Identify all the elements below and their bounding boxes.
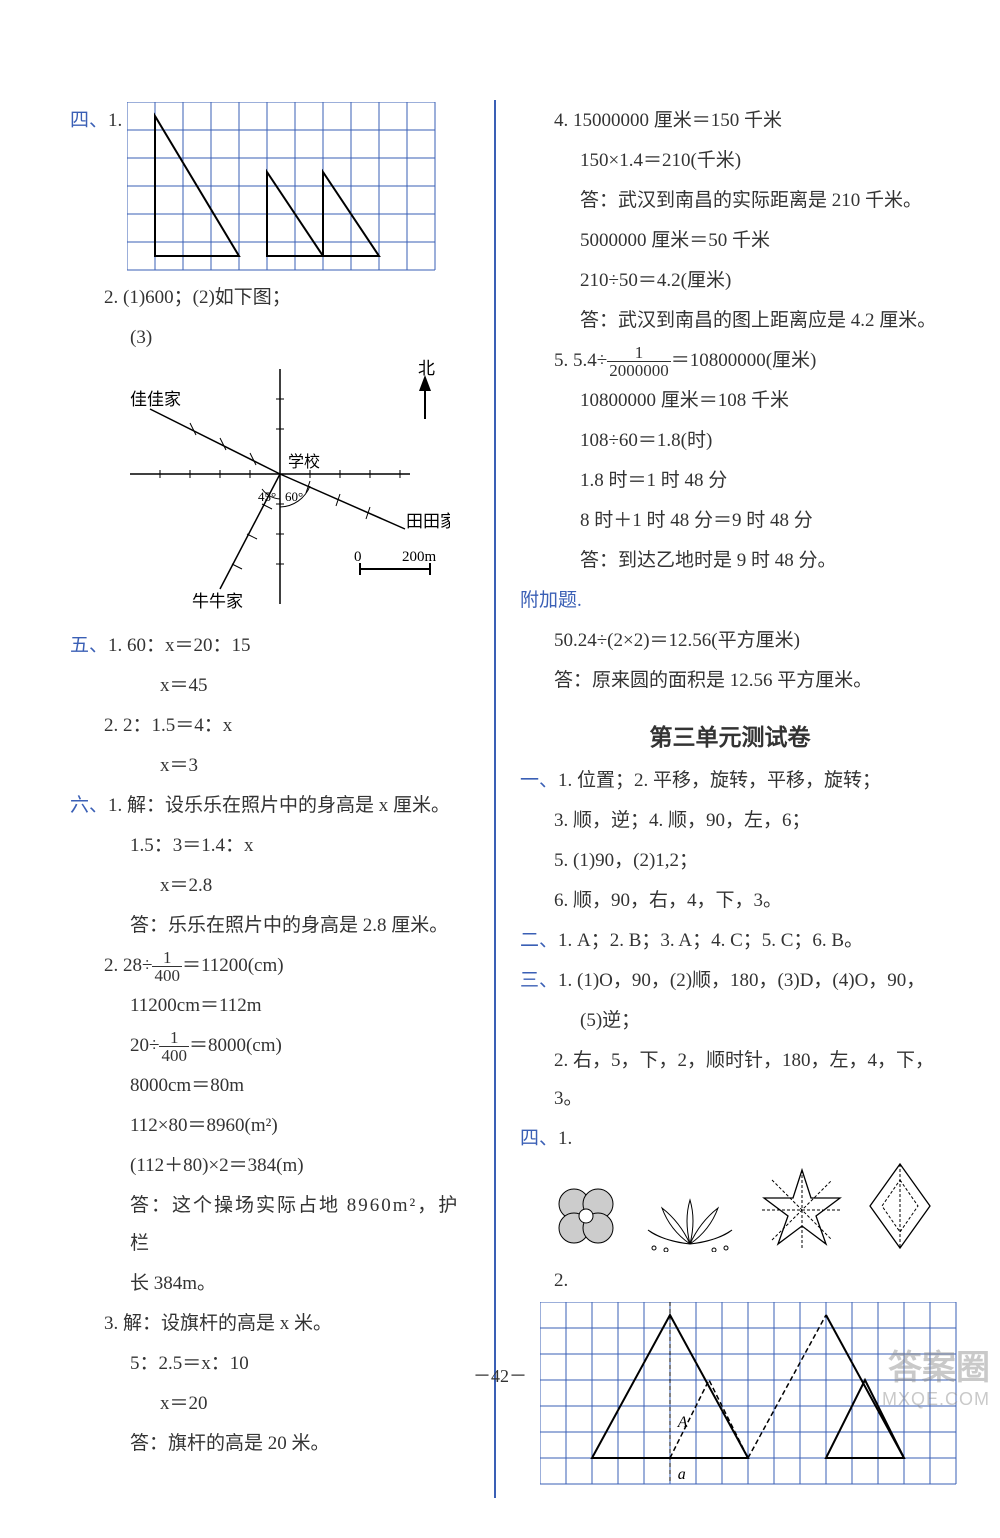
- p4c: 答：武汉到南昌的实际距离是 210 千米。: [520, 182, 940, 220]
- angle45: 45°: [258, 489, 276, 504]
- pattern-star: [758, 1164, 846, 1252]
- p2c-prefix: 20÷: [130, 1035, 159, 1056]
- sec4-row: 四、1.: [70, 102, 470, 277]
- sec6-p2b: 11200cm＝112m: [70, 987, 470, 1025]
- u4-item2: 2.: [554, 1270, 568, 1291]
- grid1-svg: [127, 102, 437, 277]
- sec5-l1b: x＝45: [70, 667, 470, 705]
- school-label: 学校: [288, 453, 320, 471]
- watermark-line1: 答案圈: [882, 1340, 990, 1389]
- sec4-item1: 1.: [108, 110, 122, 131]
- svg-text:a: a: [678, 1466, 686, 1483]
- u1-label: 一、: [520, 770, 558, 791]
- p4f: 答：武汉到南昌的图上距离应是 4.2 厘米。: [520, 302, 940, 340]
- page-number: －42－: [0, 1362, 1000, 1388]
- sec5-label: 五、: [70, 635, 108, 656]
- p2a-suffix: ＝11200(cm): [182, 955, 284, 976]
- frac-1-400b: 1400: [159, 1029, 189, 1064]
- p4a: 4. 15000000 厘米＝150 千米: [520, 102, 940, 140]
- sec4-label: 四、: [70, 110, 108, 131]
- u4-item1: 1.: [558, 1128, 572, 1149]
- p5a-suffix: ＝10800000(厘米): [671, 350, 817, 371]
- frac-1-2m: 12000000: [607, 344, 671, 379]
- p5f: 答：到达乙地时是 9 时 48 分。: [520, 542, 940, 580]
- pattern-diamond: [864, 1160, 936, 1252]
- u2-row: 二、1. A；2. B；3. A；4. C；5. C；6. B。: [520, 922, 940, 960]
- sec6-p2f: (112＋80)×2＝384(m): [70, 1147, 470, 1185]
- sec5-l2: 2. 2：1.5＝4：x: [70, 707, 470, 745]
- sec6-p3a: 3. 解：设旗杆的高是 x 米。: [70, 1305, 470, 1343]
- watermark: 答案圈 MXQE.COM: [882, 1340, 990, 1410]
- extra-b: 答：原来圆的面积是 12.56 平方厘米。: [520, 662, 940, 700]
- extra-label: 附加题.: [520, 582, 940, 620]
- u1-row: 一、1. 位置；2. 平移，旋转，平移，旋转；: [520, 762, 940, 800]
- north-label: 北: [418, 359, 435, 378]
- sec6-p2g: 答：这个操场实际占地 8960m²，护栏: [70, 1187, 470, 1263]
- p2a-prefix: 2. 28÷: [104, 955, 152, 976]
- u4-label: 四、: [520, 1128, 558, 1149]
- p5c: 108÷60＝1.8(时): [520, 422, 940, 460]
- scale0: 0: [354, 549, 362, 565]
- u3-l2: 2. 右，5，下，2，顺时针，180，左，4，下，3。: [520, 1042, 940, 1118]
- sec6-p2a: 2. 28÷1400＝11200(cm): [70, 947, 470, 985]
- p5a: 5. 5.4÷12000000＝10800000(厘米): [520, 342, 940, 380]
- tiantian-label: 田田家: [406, 512, 450, 531]
- jiajia-label: 佳佳家: [130, 390, 181, 409]
- p5b: 10800000 厘米＝108 千米: [520, 382, 940, 420]
- sec4-item2-3: (3): [70, 319, 470, 357]
- sec6-label: 六、: [70, 795, 108, 816]
- p4b: 150×1.4＝210(千米): [520, 142, 940, 180]
- u1-l3: 5. (1)90，(2)1,2；: [520, 842, 940, 880]
- u1-l1: 1. 位置；2. 平移，旋转，平移，旋转；: [558, 770, 881, 791]
- u2-l1: 1. A；2. B；3. A；4. C；5. C；6. B。: [558, 930, 863, 951]
- frac-1-400a: 1400: [152, 949, 182, 984]
- u3-l1b: (5)逆；: [520, 1002, 940, 1040]
- sec6-p1a: 1. 解：设乐乐在照片中的身高是 x 厘米。: [108, 795, 450, 816]
- sec5-row: 五、1. 60：x＝20：15: [70, 627, 470, 665]
- unit3-title: 第三单元测试卷: [520, 718, 940, 752]
- compass-svg: 北 佳佳家 学校 田田家 牛牛家 45° 60° 0 200m: [110, 359, 450, 619]
- p4e: 210÷50＝4.2(厘米): [520, 262, 940, 300]
- extra-a: 50.24÷(2×2)＝12.56(平方厘米): [520, 622, 940, 660]
- u4-row: 四、1.: [520, 1120, 940, 1158]
- left-column: 四、1. 2. (1)600；(2)如下图； (3): [70, 100, 470, 1498]
- sec6-p1d: 答：乐乐在照片中的身高是 2.8 厘米。: [70, 907, 470, 945]
- pattern-row: [520, 1160, 940, 1252]
- scale200: 200m: [402, 549, 437, 565]
- svg-text:A: A: [677, 1414, 688, 1431]
- sec6-p2e: 112×80＝8960(m²): [70, 1107, 470, 1145]
- p5a-prefix: 5. 5.4÷: [554, 350, 607, 371]
- sec6-p3c: x＝20: [70, 1385, 470, 1423]
- right-column: 4. 15000000 厘米＝150 千米 150×1.4＝210(千米) 答：…: [520, 100, 940, 1498]
- p2c-suffix: ＝8000(cm): [189, 1035, 282, 1056]
- sec6-p3d: 答：旗杆的高是 20 米。: [70, 1425, 470, 1463]
- niuniu-label: 牛牛家: [192, 592, 243, 611]
- sec6-p2d: 8000cm＝80m: [70, 1067, 470, 1105]
- sec6-p2c: 20÷1400＝8000(cm): [70, 1027, 470, 1065]
- sec6-row: 六、1. 解：设乐乐在照片中的身高是 x 厘米。: [70, 787, 470, 825]
- u3-l1: 1. (1)O，90，(2)顺，180，(3)D，(4)O，90，: [558, 970, 925, 991]
- p5d: 1.8 时＝1 时 48 分: [520, 462, 940, 500]
- u3-row: 三、1. (1)O，90，(2)顺，180，(3)D，(4)O，90，: [520, 962, 940, 1000]
- sec6-p1b: 1.5：3＝1.4：x: [70, 827, 470, 865]
- u3-label: 三、: [520, 970, 558, 991]
- angle60: 60°: [285, 489, 303, 504]
- u2-label: 二、: [520, 930, 558, 951]
- watermark-line2: MXQE.COM: [882, 1389, 990, 1410]
- column-divider: [494, 100, 496, 1498]
- u1-l4: 6. 顺，90，右，4，下，3。: [520, 882, 940, 920]
- sec6-p1c: x＝2.8: [70, 867, 470, 905]
- sec6-p2h: 长 384m。: [70, 1265, 470, 1303]
- u4-item2-row: 2.: [520, 1262, 940, 1300]
- p5e: 8 时＋1 时 48 分＝9 时 48 分: [520, 502, 940, 540]
- u1-l2: 3. 顺，逆；4. 顺，90，左，6；: [520, 802, 940, 840]
- pattern-leaves: [640, 1192, 740, 1252]
- p4d: 5000000 厘米＝50 千米: [520, 222, 940, 260]
- sec5-l2b: x＝3: [70, 747, 470, 785]
- sec4-item2: 2. (1)600；(2)如下图；: [70, 279, 470, 317]
- sec5-l1: 1. 60：x＝20：15: [108, 635, 251, 656]
- pattern-flower: [550, 1180, 622, 1252]
